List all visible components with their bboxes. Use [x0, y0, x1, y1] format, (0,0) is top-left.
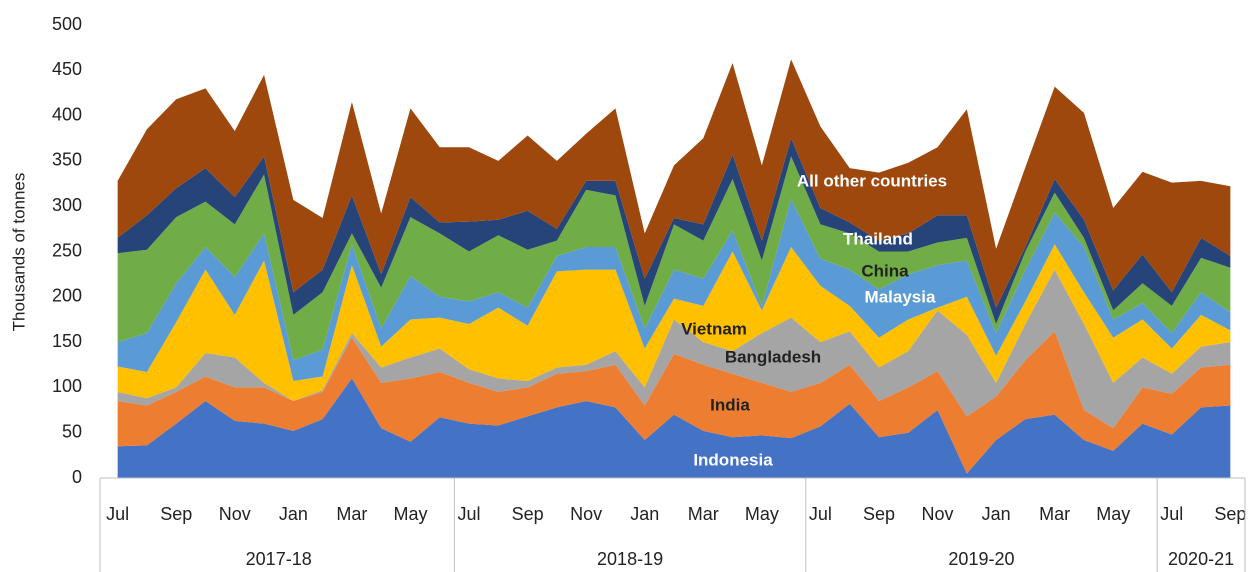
area [117, 198, 1231, 382]
group-label: 2019-20 [948, 549, 1014, 569]
x-tick-label: Jul [1160, 504, 1183, 524]
y-tick-label: 350 [52, 150, 82, 170]
area [117, 138, 1231, 324]
series-label: India [710, 395, 750, 414]
x-tick-label: Nov [922, 504, 954, 524]
x-tick-label: Sep [863, 504, 895, 524]
x-tick-label: May [1096, 504, 1130, 524]
y-tick-label: 100 [52, 376, 82, 396]
area [117, 331, 1231, 474]
x-tick-label: Nov [570, 504, 602, 524]
x-tick-label: Jul [458, 504, 481, 524]
y-tick-label: 400 [52, 104, 82, 124]
group-label: 2017-18 [246, 549, 312, 569]
group-label: 2020-21 [1168, 549, 1234, 569]
series-label: Malaysia [865, 287, 936, 306]
y-tick-label: 200 [52, 286, 82, 306]
x-tick-label: May [393, 504, 427, 524]
y-tick-label: 250 [52, 240, 82, 260]
series-label: Thailand [843, 229, 913, 248]
x-tick-label: Mar [1039, 504, 1070, 524]
y-axis-title: Thousands of tonnes [9, 173, 28, 332]
x-tick-label: Sep [160, 504, 192, 524]
area [117, 244, 1231, 401]
group-label: 2018-19 [597, 549, 663, 569]
x-tick-label: Jan [630, 504, 659, 524]
series-label: China [861, 261, 909, 280]
x-tick-label: Sep [1214, 504, 1246, 524]
series-label: Indonesia [693, 450, 773, 469]
x-tick-label: Mar [336, 504, 367, 524]
y-tick-label: 150 [52, 331, 82, 351]
series-label: Vietnam [681, 319, 747, 338]
series-label: All other countries [797, 171, 947, 190]
area [117, 378, 1231, 478]
y-tick-label: 500 [52, 14, 82, 34]
y-tick-label: 50 [62, 421, 82, 441]
area [117, 59, 1231, 308]
x-tick-label: Jul [106, 504, 129, 524]
x-tick-label: Nov [219, 504, 251, 524]
x-tick-label: Jan [982, 504, 1011, 524]
y-tick-label: 450 [52, 59, 82, 79]
series-label: Bangladesh [725, 347, 821, 366]
x-tick-label: Jan [279, 504, 308, 524]
y-tick-label: 300 [52, 195, 82, 215]
area [117, 156, 1231, 361]
x-tick-label: May [745, 504, 779, 524]
y-tick-label: 0 [72, 467, 82, 487]
x-tick-label: Sep [512, 504, 544, 524]
area [117, 269, 1231, 429]
x-tick-label: Mar [688, 504, 719, 524]
x-tick-label: Jul [809, 504, 832, 524]
